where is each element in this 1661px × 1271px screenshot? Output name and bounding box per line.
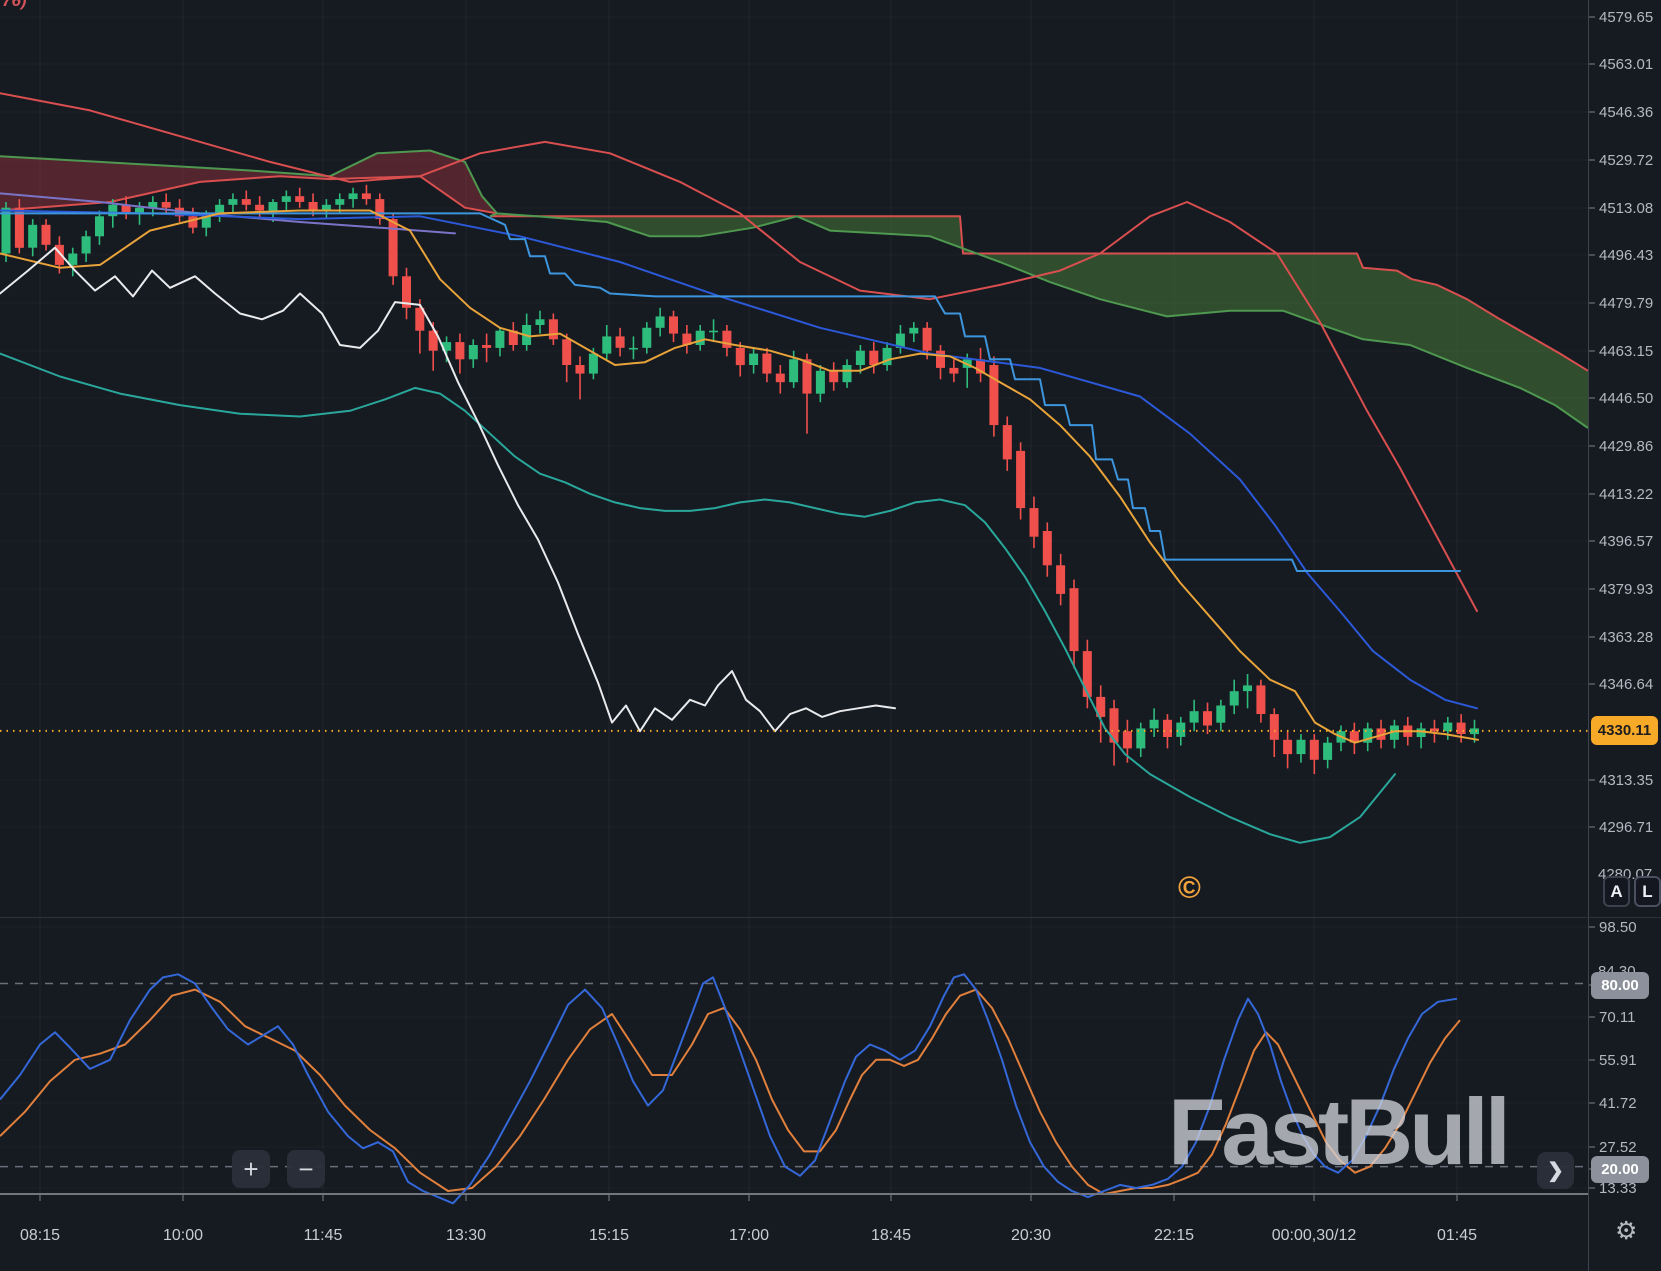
clipped-indicator-label: 76) bbox=[2, 0, 27, 10]
axis-label: 4446.50 bbox=[1599, 390, 1653, 407]
axis-label: 4363.28 bbox=[1599, 629, 1653, 646]
axis-label: 4413.22 bbox=[1599, 486, 1653, 503]
axis-label: 4313.35 bbox=[1599, 772, 1653, 789]
overlay-white-overlay-line bbox=[0, 246, 896, 733]
pane-separator[interactable] bbox=[0, 917, 1661, 918]
price-axis-border bbox=[1588, 0, 1589, 1271]
time-label: 08:15 bbox=[20, 1227, 60, 1244]
axis-label: 4396.57 bbox=[1599, 533, 1653, 550]
axis-label: 4496.43 bbox=[1599, 247, 1653, 264]
axis-label: 13.33 bbox=[1599, 1180, 1637, 1197]
overlay-teal-band bbox=[0, 352, 1396, 844]
settings-gear-icon[interactable]: ⚙ bbox=[1615, 1217, 1638, 1245]
axis-label: 4563.01 bbox=[1599, 56, 1653, 73]
axis-label: 4479.79 bbox=[1599, 295, 1653, 312]
grid-lines bbox=[39, 0, 1458, 1194]
ichimoku-cloud-right bbox=[489, 212, 1589, 429]
zoom-out-button[interactable]: − bbox=[287, 1150, 325, 1188]
time-label: 15:15 bbox=[589, 1227, 629, 1244]
time-label: 18:45 bbox=[871, 1227, 911, 1244]
time-axis[interactable]: 08:15 10:00 11:45 13:30 15:15 17:00 18:45 20:30… bbox=[20, 1194, 1477, 1244]
axis-label: 4579.65 bbox=[1599, 9, 1653, 26]
time-axis-border bbox=[0, 1193, 1588, 1195]
zoom-in-button[interactable]: + bbox=[232, 1150, 270, 1188]
candlestick-series bbox=[1, 184, 1479, 775]
axis-label: 4346.64 bbox=[1599, 676, 1653, 693]
axis-label: 70.11 bbox=[1599, 1009, 1635, 1026]
overlay-dark-blue-ma bbox=[0, 209, 1478, 710]
sub-level-badge-20: 20.00 bbox=[1591, 1156, 1649, 1183]
auto-scale-button[interactable]: A bbox=[1603, 876, 1630, 907]
sub-series-stoch-k-blue bbox=[0, 973, 1458, 1205]
axis-label: 4296.71 bbox=[1599, 819, 1653, 836]
overlay-red-ma bbox=[0, 92, 1478, 613]
axis-label: 4529.72 bbox=[1599, 152, 1653, 169]
time-label: 13:30 bbox=[446, 1227, 486, 1244]
copyright-icon: © bbox=[1178, 870, 1201, 905]
time-label: 11:45 bbox=[304, 1227, 343, 1244]
axis-label: 4513.08 bbox=[1599, 200, 1653, 217]
time-label: 00:00,30/12 bbox=[1272, 1227, 1357, 1244]
axis-label: 98.50 bbox=[1599, 919, 1637, 936]
time-label: 10:00 bbox=[163, 1227, 203, 1244]
time-label: 01:45 bbox=[1437, 1227, 1477, 1244]
ichimoku-cloud-left bbox=[0, 149, 498, 215]
axis-label: 4429.86 bbox=[1599, 438, 1653, 455]
time-label: 17:00 bbox=[729, 1227, 769, 1244]
sub-series-stoch-d-orange bbox=[0, 988, 1461, 1196]
axis-label: 27.52 bbox=[1599, 1139, 1637, 1156]
log-scale-button[interactable]: L bbox=[1634, 876, 1661, 907]
time-label: 22:15 bbox=[1154, 1227, 1194, 1244]
axis-label: 41.72 bbox=[1599, 1095, 1637, 1112]
current-price-badge: 4330.11 bbox=[1591, 716, 1658, 745]
sub-level-badge-80: 80.00 bbox=[1591, 972, 1649, 999]
axis-label: 55.91 bbox=[1599, 1052, 1637, 1069]
price-axis[interactable]: 4579.65 4563.01 4546.36 4529.72 4513.08 4496.… bbox=[1588, 9, 1653, 1197]
overlay-orange-ma bbox=[0, 209, 1479, 744]
axis-label: 4463.15 bbox=[1599, 343, 1653, 360]
axis-label: 4546.36 bbox=[1599, 104, 1653, 121]
scroll-right-button[interactable]: ❯ bbox=[1537, 1152, 1574, 1189]
fastbull-watermark: FastBull bbox=[1168, 1079, 1511, 1184]
time-label: 20:30 bbox=[1011, 1227, 1051, 1244]
axis-label: 4379.93 bbox=[1599, 581, 1653, 598]
overlay-light-blue-kijun bbox=[0, 212, 1461, 572]
